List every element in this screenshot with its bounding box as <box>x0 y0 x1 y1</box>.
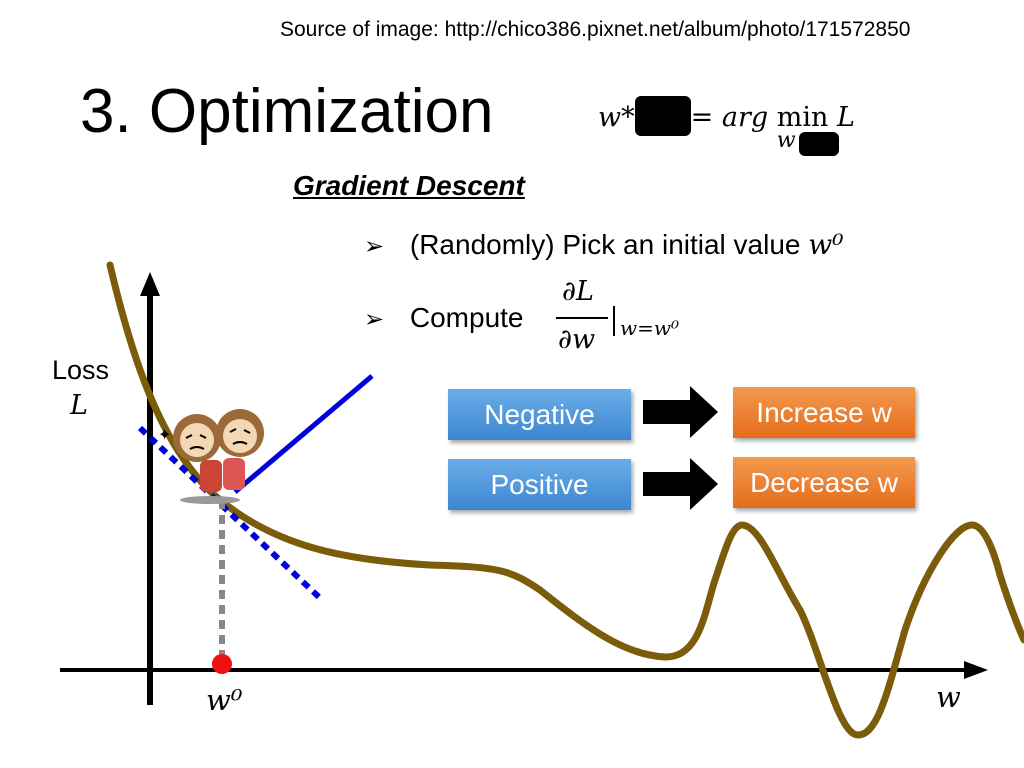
optimization-formula: w* = arg min w L <box>598 96 855 156</box>
formula-arg: arg <box>721 102 769 133</box>
derivative-eval: w=w⁰ <box>620 316 680 340</box>
positive-box: Positive <box>448 459 631 510</box>
svg-text:✦: ✦ <box>158 427 171 444</box>
x-axis-label: w <box>936 680 961 714</box>
image-source: Source of image: http://chico386.pixnet.… <box>280 18 911 41</box>
bullet-pick-initial: ➢ (Randomly) Pick an initial value w⁰ <box>364 228 843 261</box>
bullet-compute: ➢ Compute <box>364 302 524 334</box>
w0-label: w⁰ <box>206 683 243 717</box>
arrow-icon-negative <box>643 386 718 438</box>
derivative-denominator: ∂w <box>558 324 596 355</box>
redaction-box <box>634 96 691 136</box>
formula-sub: w <box>776 128 796 153</box>
bullet-text: (Randomly) Pick an initial value <box>409 229 809 260</box>
y-axis-arrowhead <box>140 272 160 296</box>
formula-obj: L <box>836 102 855 133</box>
formula-min: min <box>776 102 829 133</box>
bullet-text: Compute <box>409 302 524 333</box>
start-point <box>212 654 232 674</box>
formula-lhs: w* <box>598 102 635 133</box>
cartoon-hikers-icon: ✦ <box>158 409 264 504</box>
negative-box: Negative <box>448 389 631 440</box>
decrease-w-box: Decrease w <box>733 457 915 508</box>
arrow-icon-positive <box>643 458 718 510</box>
derivative-numerator: ∂L <box>562 276 594 307</box>
arrowhead-bullet-icon: ➢ <box>364 233 385 260</box>
x-axis-arrowhead <box>964 661 988 679</box>
formula-eq: = <box>690 102 714 133</box>
increase-w-box: Increase w <box>733 387 915 438</box>
bullet-math: w⁰ <box>808 228 844 261</box>
section-heading: Gradient Descent <box>293 170 525 201</box>
redaction-box-sub <box>798 132 839 156</box>
arrowhead-bullet-icon: ➢ <box>364 306 385 333</box>
y-axis-label-line1: Loss <box>52 355 110 385</box>
blue-direction-line <box>233 374 374 494</box>
y-axis-label-line2: L <box>70 390 88 421</box>
slide-title: 3. Optimization <box>80 77 494 146</box>
y-axis-label: Loss L <box>52 352 109 424</box>
loss-curve <box>106 261 1024 739</box>
